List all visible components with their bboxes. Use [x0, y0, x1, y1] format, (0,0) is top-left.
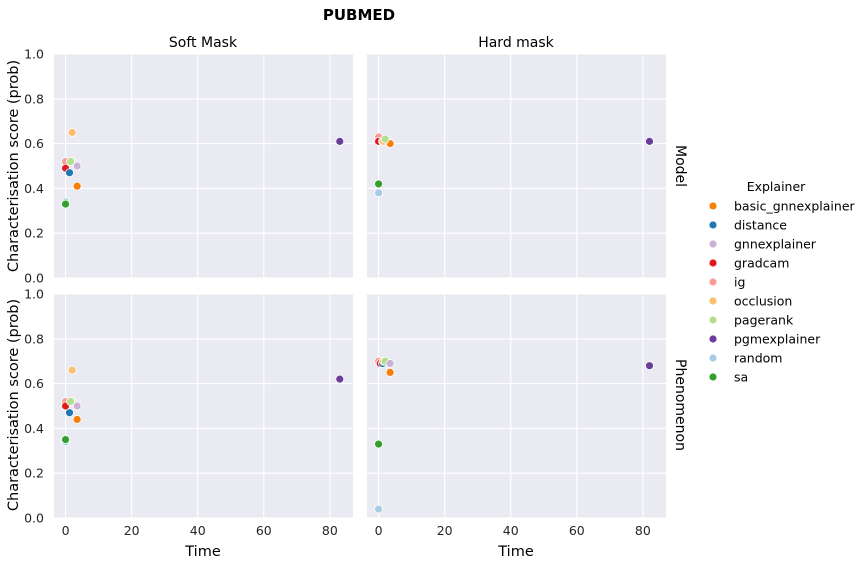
legend-marker [708, 334, 718, 344]
panel-model-soft-mask: 0.0 0.2 0.4 0.6 0.8 1.0 [24, 47, 353, 286]
legend-marker [708, 220, 718, 230]
legend-label: basic_gnnexplainer [734, 199, 856, 214]
y-tick-label: 0.6 [24, 136, 44, 151]
point-basic_gnnexplainer [72, 415, 82, 424]
point-gnnexplainer [72, 161, 82, 171]
legend-item-ig: ig [708, 275, 745, 290]
legend: Explainer basic_gnnexplainer distance gnne… [708, 179, 856, 385]
point-pgmexplainer [335, 136, 345, 146]
legend-label: ig [734, 275, 745, 290]
legend-marker [708, 296, 718, 306]
legend-marker [708, 258, 718, 268]
point-gnnexplainer [72, 401, 82, 411]
y-tick-label: 0.4 [24, 181, 44, 196]
point-random [374, 504, 383, 514]
y-tick-label: 0.2 [24, 466, 44, 481]
panel-background [54, 54, 353, 278]
legend-label: distance [734, 218, 787, 233]
legend-marker [708, 315, 718, 325]
panel-background [54, 294, 353, 518]
point-occlusion [67, 127, 77, 137]
chart-title: PUBMED [323, 6, 395, 24]
point-sa [374, 179, 383, 189]
y-tick-label: 0.6 [24, 376, 44, 391]
row-title-phenomenon: Phenomenon [672, 359, 688, 451]
legend-marker [708, 353, 718, 363]
point-random [374, 188, 383, 198]
legend-marker [708, 372, 718, 382]
legend-item-distance: distance [708, 218, 787, 233]
x-tick-label: 80 [635, 523, 651, 538]
legend-label: occlusion [734, 294, 792, 309]
x-tick-label: 0 [375, 523, 383, 538]
point-sa [61, 199, 70, 209]
legend-marker [708, 239, 718, 249]
point-basic_gnnexplainer [385, 367, 395, 377]
legend-items: basic_gnnexplainer distance gnnexplainer gr… [708, 199, 856, 385]
y-tick-label: 1.0 [24, 287, 44, 302]
row-title-model: Model [672, 145, 688, 187]
legend-marker [708, 201, 718, 211]
x-tick-label: 60 [256, 523, 272, 538]
legend-label: pgmexplainer [734, 332, 821, 347]
x-tick-label: 20 [437, 523, 453, 538]
y-tick-label: 0.8 [24, 331, 44, 346]
point-sa [61, 435, 70, 445]
x-axis-label-right: Time [497, 544, 534, 560]
y-tick-label: 0.0 [24, 271, 44, 286]
legend-label: gnnexplainer [734, 237, 817, 252]
legend-item-pgmexplainer: pgmexplainer [708, 332, 821, 347]
x-tick-label: 40 [190, 523, 206, 538]
y-tick-label: 0.0 [24, 511, 44, 526]
panels-layer: 0.00.20.40.60.81.00.00.20.40.60.81.00 20 4… [24, 47, 666, 538]
legend-item-sa: sa [708, 370, 748, 385]
legend-item-pagerank: pagerank [708, 313, 794, 328]
x-tick-label: 0 [62, 523, 70, 538]
legend-item-gnnexplainer: gnnexplainer [708, 237, 817, 252]
point-pagerank [66, 157, 75, 166]
legend-item-random: random [708, 351, 782, 366]
point-basic_gnnexplainer [72, 181, 82, 191]
point-pgmexplainer [335, 374, 345, 384]
legend-item-basic_gnnexplainer: basic_gnnexplainer [708, 199, 856, 214]
point-pagerank [66, 397, 75, 406]
point-distance [65, 408, 74, 418]
y-tick-label: 0.2 [24, 226, 44, 241]
panel-phenomenon-soft-mask: 0.0 0.2 0.4 0.6 0.8 1.0 0 20 40 60 80 [24, 287, 353, 538]
legend-item-occlusion: occlusion [708, 294, 792, 309]
col-title-soft-mask: Soft Mask [169, 35, 238, 51]
panel-background [367, 294, 666, 518]
x-tick-label: 40 [503, 523, 519, 538]
y-tick-label: 0.4 [24, 421, 44, 436]
legend-label: gradcam [734, 256, 789, 271]
y-axis-label-bottom: Characterisation score (prob) [6, 299, 22, 511]
x-axis-label-left: Time [184, 544, 221, 560]
panel-phenomenon-hard-mask: 0 20 40 60 80 [367, 293, 666, 538]
panel-model-hard-mask [367, 53, 666, 279]
legend-title: Explainer [747, 179, 806, 194]
legend-label: random [734, 351, 782, 366]
y-axis-label-top: Characterisation score (prob) [6, 60, 22, 272]
y-tick-label: 1.0 [24, 47, 44, 62]
legend-item-gradcam: gradcam [708, 256, 789, 271]
legend-marker [708, 277, 718, 287]
point-gnnexplainer [385, 359, 395, 368]
point-pgmexplainer [645, 136, 654, 146]
panel-background [367, 54, 666, 278]
point-sa [374, 439, 383, 449]
point-pgmexplainer [645, 361, 654, 371]
y-tick-label: 0.8 [24, 91, 44, 106]
point-distance [65, 168, 74, 178]
x-tick-label: 60 [569, 523, 585, 538]
x-tick-label: 20 [124, 523, 140, 538]
point-pagerank [380, 134, 390, 144]
legend-label: sa [734, 370, 748, 385]
x-tick-label: 80 [322, 523, 338, 538]
legend-label: pagerank [734, 313, 794, 328]
point-occlusion [67, 365, 77, 375]
col-title-hard-mask: Hard mask [478, 35, 554, 51]
